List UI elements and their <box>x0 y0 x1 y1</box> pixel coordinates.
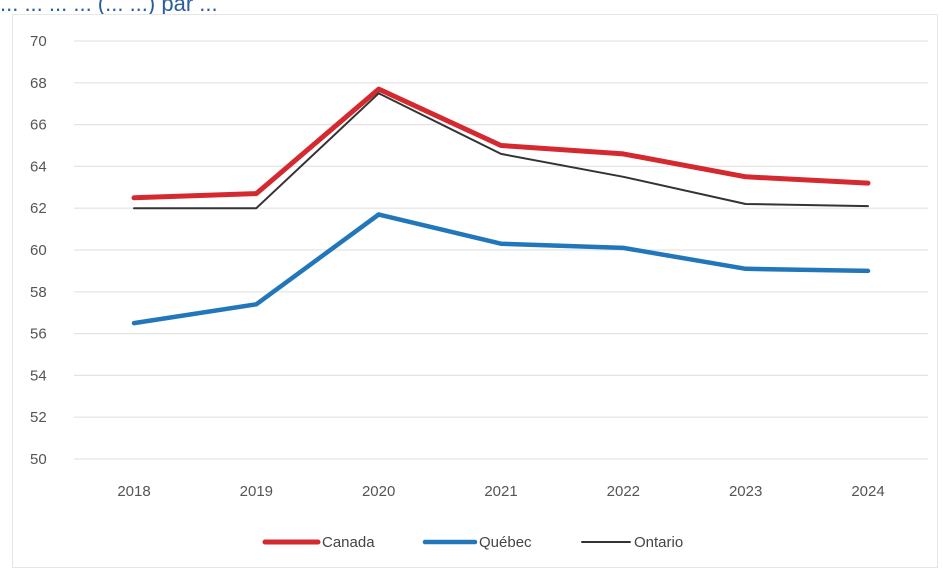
legend-label: Ontario <box>634 534 683 551</box>
y-tick-label: 58 <box>30 284 47 301</box>
legend-label: Québec <box>479 534 532 551</box>
legend-item-canada: Canada <box>262 534 375 551</box>
legend-item-qubec: Québec <box>422 534 532 551</box>
x-axis-ticks: 2018 2019 2020 2021 2022 2023 2024 <box>117 483 884 500</box>
y-tick-label: 70 <box>30 33 47 50</box>
x-tick-label: 2022 <box>607 483 640 500</box>
series-line-qubec <box>131 212 871 326</box>
x-tick-label: 2019 <box>240 483 273 500</box>
chart-title: ... ... ... ... (... ...) par ... <box>0 0 218 16</box>
y-tick-label: 56 <box>30 326 47 343</box>
chart-frame <box>12 14 938 568</box>
y-tick-label: 50 <box>30 451 47 468</box>
y-tick-label: 54 <box>30 367 47 384</box>
y-tick-label: 52 <box>30 409 47 426</box>
legend-label: Canada <box>322 534 375 551</box>
y-tick-label: 64 <box>30 158 47 175</box>
legend: Canada Québec Ontario <box>262 534 683 551</box>
x-tick-label: 2023 <box>729 483 762 500</box>
series-lines <box>131 86 871 326</box>
series-line-ontario <box>133 92 869 210</box>
legend-item-ontario: Ontario <box>581 534 683 551</box>
y-tick-label: 60 <box>30 242 47 259</box>
gridlines <box>74 40 928 460</box>
x-tick-label: 2020 <box>362 483 395 500</box>
y-tick-label: 62 <box>30 200 47 217</box>
y-tick-label: 66 <box>30 117 47 134</box>
y-axis-ticks: 50 52 54 56 58 60 62 64 66 68 70 <box>30 33 47 468</box>
series-line-canada <box>131 86 871 201</box>
y-tick-label: 68 <box>30 75 47 92</box>
x-tick-label: 2024 <box>851 483 884 500</box>
x-tick-label: 2021 <box>484 483 517 500</box>
x-tick-label: 2018 <box>117 483 150 500</box>
